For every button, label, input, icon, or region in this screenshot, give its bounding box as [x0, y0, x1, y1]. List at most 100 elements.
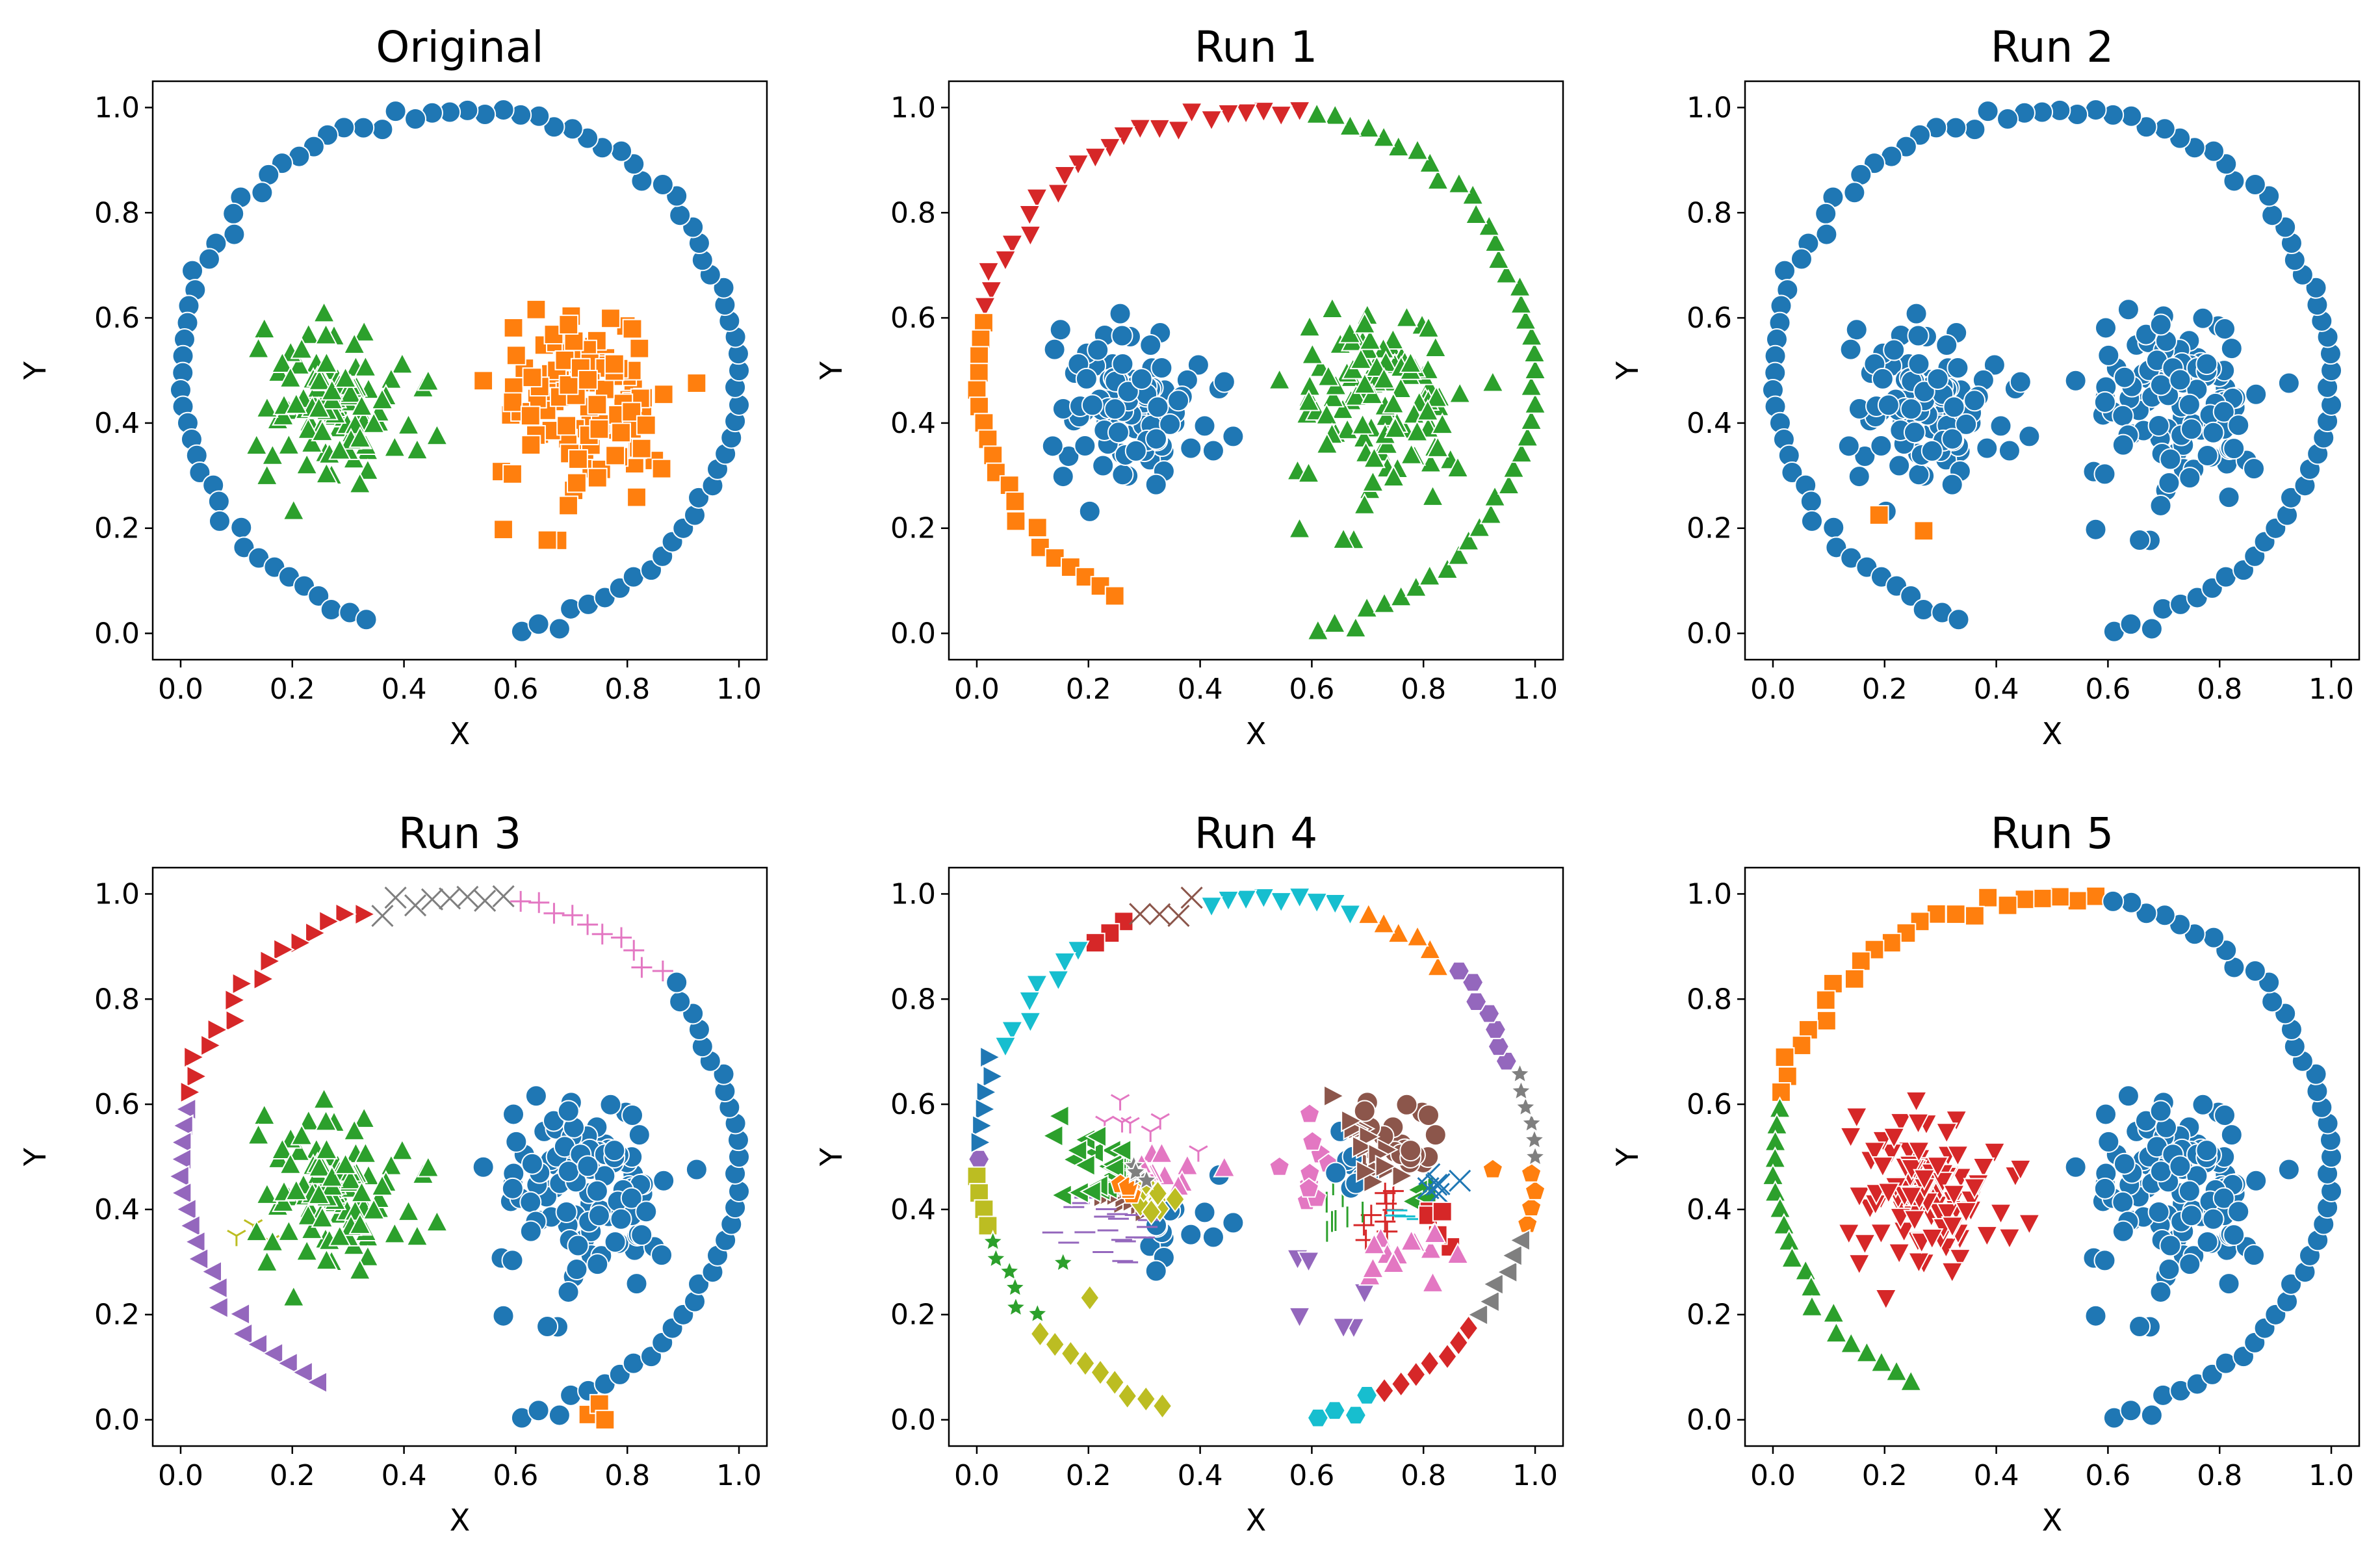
point-square: [2032, 888, 2052, 909]
y-tick-label: 0.4: [94, 1193, 140, 1226]
scatter-points: [169, 99, 751, 643]
point-triangle-down: [1935, 1122, 1958, 1145]
x-tick-label: 0.0: [954, 673, 1000, 706]
y-tick-label: 0.4: [94, 407, 140, 440]
point-triangle: [1381, 328, 1404, 350]
point-triangle: [1315, 432, 1339, 454]
point-triangle: [315, 1137, 339, 1159]
point-triangle: [307, 369, 331, 391]
panel-3: Run 2 0.0 0.2 0.4 0.6 0.8 1.0 0.0 0.2 0.4 0.6 0.8 1.…: [1610, 22, 2361, 751]
point-square: [595, 1410, 615, 1430]
point-triangle-right: [318, 910, 341, 933]
point-cluster-25: [1180, 886, 1203, 909]
point-cluster-32: [1382, 1251, 1405, 1273]
point-triangle: [285, 1178, 308, 1201]
point-cluster-16: [977, 1215, 998, 1236]
point-triangle-down: [1180, 102, 1204, 124]
point-plus: [623, 940, 645, 961]
point-cluster-33: [1046, 970, 1070, 992]
point-circle: [2195, 1139, 2218, 1162]
point-circle: [2196, 444, 2219, 467]
point-circle: [688, 486, 710, 509]
point-circle: [1854, 445, 1876, 467]
x-tick-label: 0.8: [604, 1459, 650, 1492]
point-triangle: [1404, 575, 1428, 597]
point-triangle-down: [1874, 1289, 1898, 1311]
point-circle: [223, 223, 246, 246]
point-triangle-down: [1252, 101, 1275, 123]
point-square: [1869, 505, 1889, 525]
point-triangle: [354, 355, 378, 377]
point-triangle: [339, 381, 362, 404]
point-triangle: [362, 411, 385, 433]
point-triangle-down: [979, 281, 1003, 303]
axes-frame: [1744, 866, 2361, 1447]
point-circle: [404, 108, 427, 131]
panel-title: Run 1: [1195, 22, 1318, 72]
point-triangle: [1297, 389, 1321, 411]
point-circle: [2149, 1280, 2172, 1303]
point-circle: [2261, 990, 2284, 1013]
axes-frame: [151, 866, 768, 1447]
point-circle: [2064, 1156, 2087, 1178]
x-tick-label: 0.0: [1750, 1459, 1796, 1492]
point-triangle-left: [174, 1097, 197, 1121]
point-triangle: [1824, 1321, 1848, 1343]
point-triangle-down: [1989, 1203, 2013, 1226]
point-square: [653, 384, 674, 405]
point-triangle: [1355, 596, 1378, 618]
point-triangle: [1416, 398, 1440, 421]
point-circle: [2261, 204, 2284, 227]
point-triangle: [425, 423, 449, 446]
point-triangle-down: [1877, 1182, 1900, 1205]
x-tick-label: 0.0: [1750, 673, 1796, 706]
point-triangle-down: [1067, 154, 1090, 176]
point-circle: [1877, 394, 1900, 417]
point-cluster-0: [1202, 1226, 1224, 1248]
x-tick-label: 0.6: [2085, 673, 2130, 706]
point-square: [558, 315, 579, 335]
point-circle: [2119, 1399, 2142, 1422]
y-tick-label: 0.2: [1687, 1299, 1732, 1332]
panel-4: Run 3 0.0 0.2 0.4 0.6 0.8 1.0 0.0 0.2 0.4 0.6 0.8 1.…: [18, 808, 768, 1538]
point-triangle: [406, 1224, 429, 1247]
point-triangle: [406, 437, 429, 460]
point-triangle-down: [1921, 1228, 1944, 1250]
point-cluster-3: [1305, 892, 1328, 914]
point-circle: [1139, 334, 1162, 357]
point-cluster-12: [1189, 1145, 1208, 1162]
point-cluster-34: [1065, 1139, 1088, 1162]
panel-title: Run 2: [1991, 22, 2114, 72]
point-triangle-down: [1882, 1127, 1906, 1150]
point-circle: [1107, 421, 1130, 444]
point-triangle: [287, 353, 311, 375]
point-triangle: [425, 1209, 449, 1232]
y-tick-label: 0.0: [890, 617, 936, 651]
point-circle: [1187, 354, 1209, 376]
x-tick-label: 0.6: [493, 673, 538, 706]
x-tick-label: 0.2: [270, 1459, 315, 1492]
point-triangle: [1481, 370, 1505, 393]
point-cluster-20: [970, 1131, 992, 1154]
point-cluster-34: [1050, 1183, 1072, 1207]
point-square: [1823, 974, 1843, 994]
point-circle: [2169, 1155, 2192, 1178]
point-triangle: [296, 417, 320, 439]
point-triangle: [348, 1258, 372, 1280]
point-triangle: [300, 1217, 324, 1239]
panel-title: Run 3: [398, 808, 522, 859]
scatter-points: [1761, 886, 2343, 1429]
point-triangle-right: [290, 931, 313, 955]
x-axis-label: X: [2042, 716, 2063, 751]
point-triangle: [1523, 357, 1547, 380]
point-triangle: [1352, 493, 1377, 515]
point-triangle: [1344, 384, 1367, 406]
point-circle: [2245, 1169, 2268, 1192]
axes-frame: [151, 80, 768, 661]
panel-2: Run 1 0.0 0.2 0.4 0.6 0.8 1.0 0.0 0.2 0.4 0.6 0.8 1.…: [814, 22, 1564, 751]
point-cluster-20: [972, 1114, 994, 1137]
point-square: [1774, 1047, 1795, 1068]
point-cluster-2: [1213, 1155, 1236, 1178]
point-square: [568, 449, 588, 469]
point-circle: [2112, 433, 2134, 456]
